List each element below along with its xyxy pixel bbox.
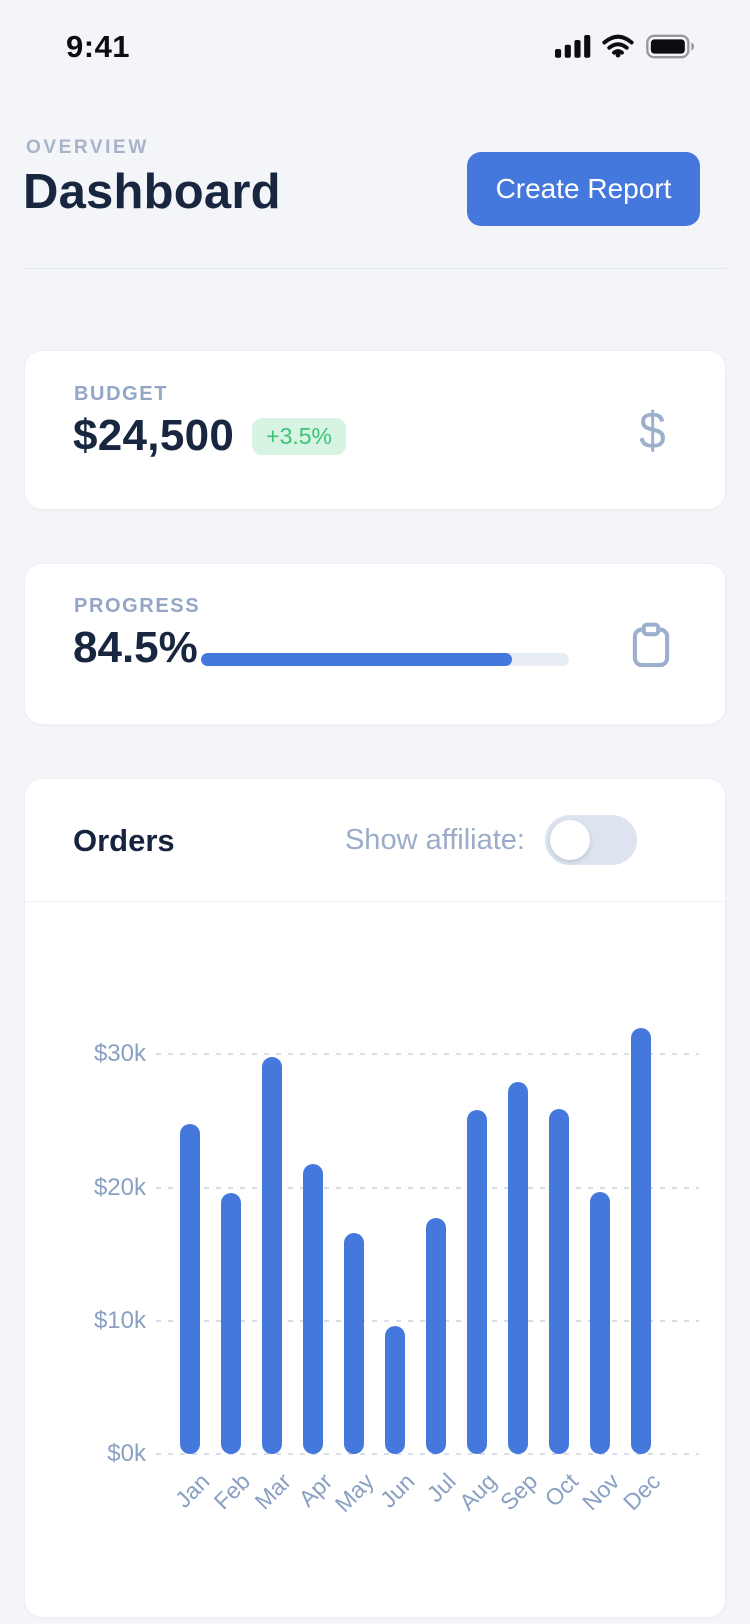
progress-bar-fill [201,653,512,666]
progress-label: PROGRESS [74,595,201,617]
show-affiliate-toggle[interactable] [545,815,637,865]
overview-eyebrow: OVERVIEW [26,137,149,158]
chart-plot [156,1001,699,1455]
wifi-icon [602,34,634,58]
battery-icon [646,34,694,58]
chart-x-axis: Jan Feb Mar Apr May Jun Jul Aug Sep Oct Nov Dec [156,1468,699,1558]
create-report-button[interactable]: Create Report [467,152,700,226]
y-tick-label: $10k [93,1306,146,1334]
x-tick-label-mar: Mar [249,1468,297,1515]
budget-delta-badge: +3.5% [252,417,347,455]
progress-card: PROGRESS 84.5% [24,563,726,725]
x-tick-label-sep: Sep [495,1468,543,1516]
progress-bar [201,653,569,666]
progress-value: 84.5% [73,623,198,672]
bar-sep [508,1082,528,1454]
y-tick-label: $20k [93,1173,146,1201]
x-tick-label-nov: Nov [577,1468,625,1516]
orders-header: Orders Show affiliate: [25,779,725,901]
bar-oct [549,1109,569,1454]
orders-divider [25,901,725,902]
status-icons [555,33,697,59]
budget-value: $24,500 [73,411,235,460]
gridline-$30k [156,1053,699,1056]
bar-mar [262,1057,282,1454]
budget-card: BUDGET $24,500 +3.5% $ [24,350,726,510]
show-affiliate-group: Show affiliate: [345,779,637,901]
gridline-$20k [156,1186,699,1189]
toggle-knob [550,820,590,860]
cellular-signal-icon [555,35,591,58]
show-affiliate-label: Show affiliate: [344,823,525,856]
bar-may [344,1233,364,1454]
y-tick-label: $30k [93,1040,146,1068]
x-tick-label-aug: Aug [454,1468,502,1516]
x-tick-label-jan: Jan [169,1468,215,1513]
bar-nov [590,1192,610,1454]
clock-label: 9:41 [66,29,131,64]
dollar-icon: $ [639,402,666,460]
x-tick-label-may: May [329,1468,379,1518]
bar-apr [303,1164,323,1454]
bar-jun [385,1326,405,1454]
page-title: Dashboard [23,165,281,219]
bar-aug [467,1110,487,1454]
status-bar: 9:41 [0,0,750,66]
x-tick-label-oct: Oct [539,1468,584,1512]
budget-label: BUDGET [74,383,169,405]
header-divider [24,268,726,269]
x-tick-label-feb: Feb [208,1468,256,1515]
bar-feb [221,1193,241,1454]
bar-jul [426,1218,446,1454]
orders-card: Orders Show affiliate: $0k $10k $20k $30k J… [24,778,726,1618]
chart-y-axis: $0k $10k $20k $30k [25,1001,146,1467]
clipboard-icon [631,564,671,726]
budget-value-row: $24,500 +3.5% [73,411,347,461]
x-tick-label-jun: Jun [374,1468,420,1513]
bar-jan [180,1124,200,1454]
gridline-$0k [156,1453,699,1455]
x-tick-label-jul: Jul [421,1468,461,1508]
x-tick-label-dec: Dec [618,1468,666,1516]
bar-dec [631,1028,651,1454]
orders-title: Orders [73,823,175,858]
x-tick-label-apr: Apr [293,1468,338,1512]
y-tick-label: $0k [107,1440,146,1467]
